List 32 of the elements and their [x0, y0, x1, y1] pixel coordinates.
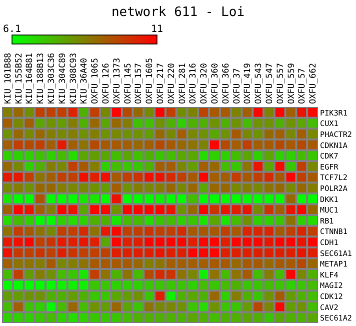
x-tick-label: KIU_101B88	[3, 52, 14, 104]
x-tick-label: OXFU_1065	[90, 58, 101, 104]
x-tick-label: OXFU_543	[254, 63, 264, 104]
x-tick-label: KIU_308C93	[68, 52, 79, 104]
x-tick-label: OXFU_662	[308, 63, 319, 104]
x-tick-label: OXFU_366	[221, 63, 232, 104]
x-tick-label: KIU_155B52	[14, 52, 24, 104]
x-tick-label: OXFU_419	[243, 63, 254, 104]
x-tick-label: OXFU_559	[286, 63, 297, 104]
x-tick-label: OXFU_1373	[112, 58, 122, 104]
x-tick-label: OXFU_281	[178, 63, 188, 104]
x-tick-label: KIU_36A40	[80, 58, 90, 104]
color-bar-label: 11	[150, 24, 164, 35]
x-tick-label: KIU_164B81	[25, 52, 36, 104]
chart-title: network 611 - Loi	[111, 5, 245, 20]
x-tick-label: KIU_304C89	[58, 52, 68, 104]
x-tick-label: OXFU_1605	[145, 58, 156, 104]
x-tick-label: OXFU_557	[276, 63, 286, 104]
x-tick-label: OXFU_217	[156, 63, 166, 104]
x-tick-label: OXFU_220	[166, 63, 177, 104]
x-tick-label: OXFU_547	[264, 63, 275, 104]
x-tick-label: KIU_303C36	[47, 52, 58, 104]
x-tick-label: OXFU_157	[134, 63, 144, 104]
x-tick-label: OXFU_57	[298, 68, 308, 104]
x-tick-label: OXFU_126	[102, 63, 112, 104]
x-tick-label: OXFU_145	[123, 63, 134, 104]
x-tick-label: OXFU_360	[210, 63, 220, 104]
x-tick-label: OXFU_320	[200, 63, 210, 104]
x-tick-label: KIU_188B13	[36, 52, 46, 104]
x-tick-label: OXFU_37	[232, 68, 242, 104]
color-bar-label: 6.1	[2, 24, 22, 35]
x-tick-label: OXFU_316	[188, 63, 199, 104]
